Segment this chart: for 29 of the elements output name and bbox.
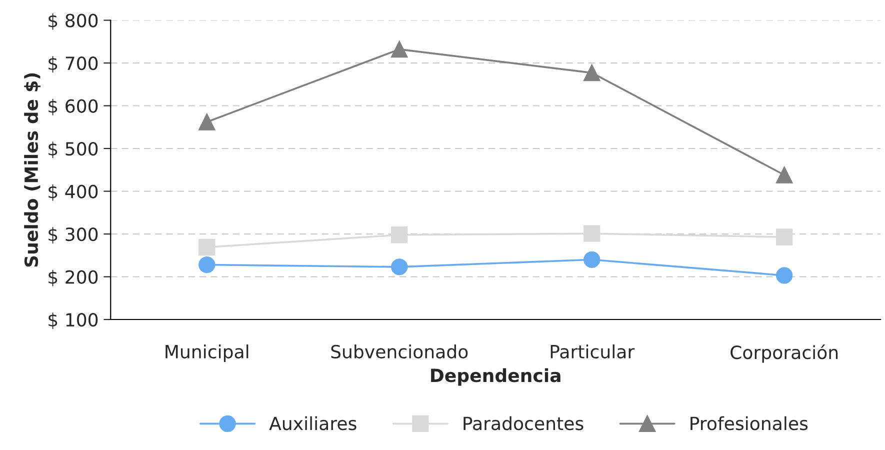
point bbox=[776, 267, 793, 284]
point bbox=[391, 40, 408, 58]
legend-label: Paradocentes bbox=[464, 416, 584, 430]
point bbox=[776, 166, 793, 184]
point bbox=[391, 258, 408, 276]
point bbox=[776, 228, 793, 246]
y-tick-label: $ 100 bbox=[48, 312, 98, 330]
x-tick-label: Particular bbox=[550, 344, 635, 358]
point bbox=[584, 225, 600, 242]
y-tick-label: $ 700 bbox=[48, 56, 98, 73]
x-tick-label: Municipal bbox=[166, 344, 248, 362]
y-tick-label: $ 600 bbox=[48, 98, 98, 116]
legend-label: Profesionales bbox=[690, 416, 808, 430]
point bbox=[391, 226, 408, 244]
point bbox=[584, 251, 600, 268]
y-tick-label: $ 400 bbox=[48, 184, 98, 201]
x-tick-label: Corporación bbox=[730, 344, 838, 363]
y-axis-title: Sueldo (Miles de $) bbox=[24, 73, 40, 267]
point bbox=[198, 256, 216, 274]
y-tick-label: $ 200 bbox=[48, 270, 98, 286]
y-tick-label: $ 500 bbox=[48, 142, 98, 158]
y-tick-label: $ 300 bbox=[48, 227, 98, 244]
point bbox=[584, 64, 600, 82]
x-tick-label: Subvencionado bbox=[331, 344, 468, 358]
point bbox=[198, 238, 216, 256]
legend-label: Auxiliares bbox=[269, 416, 356, 430]
x-axis-title: Dependencia bbox=[431, 368, 560, 386]
point bbox=[198, 114, 216, 130]
y-tick-label: $ 800 bbox=[48, 13, 98, 30]
